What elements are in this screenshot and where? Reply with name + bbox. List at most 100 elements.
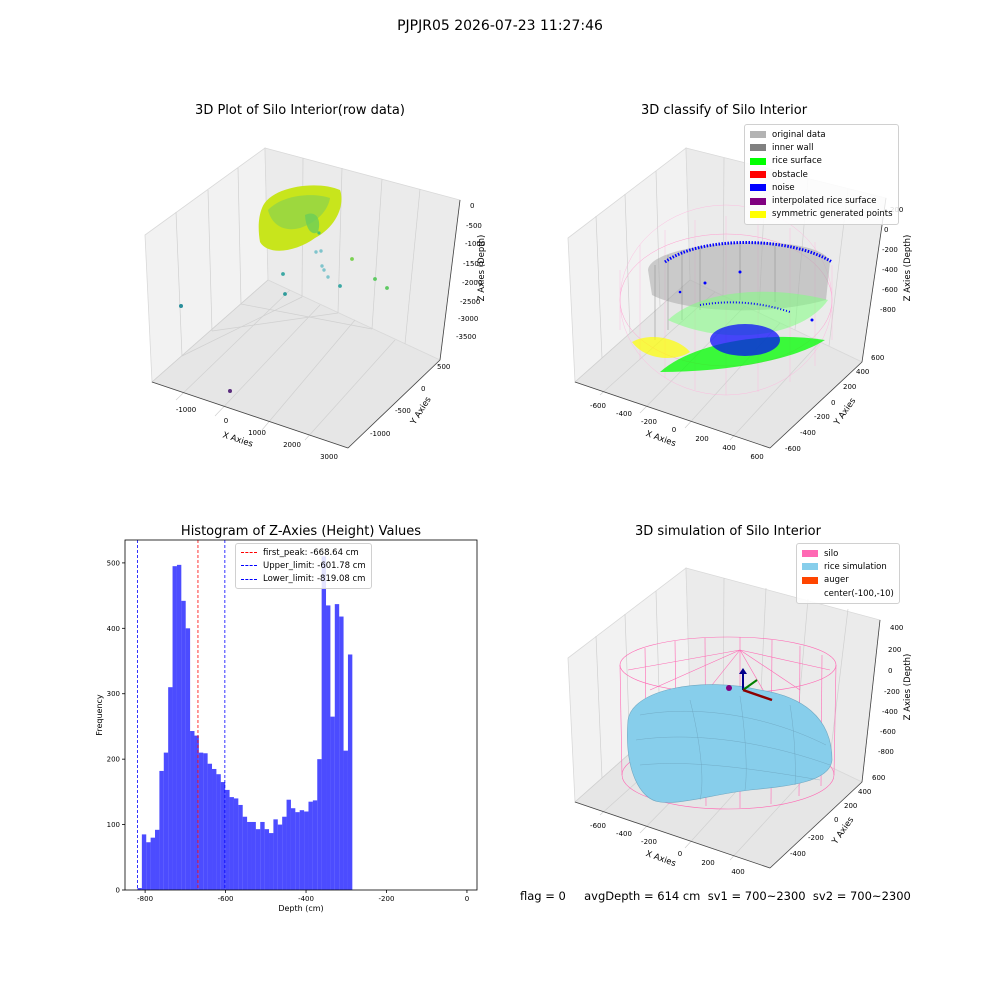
legend-swatch (802, 563, 818, 571)
legend-label: first_peak: -668.64 cm (263, 547, 359, 558)
legend-item-silo: silo (802, 547, 894, 560)
legend-swatch (241, 565, 257, 567)
simulation-ztick: -800 (878, 748, 894, 756)
legend-label: Lower_limit: -819.08 cm (263, 574, 366, 585)
histogram-ytick-label: 500 (107, 559, 120, 567)
raw-point-cloud (179, 185, 389, 393)
legend-swatch (750, 171, 766, 179)
histogram-bar (299, 810, 305, 890)
legend-label: center(-100,-10) (824, 588, 894, 599)
raw-ztick: -3000 (458, 315, 478, 323)
histogram-bar (326, 605, 331, 890)
simulation-ytick: 200 (844, 802, 857, 810)
histogram-bar (347, 654, 353, 890)
legend-label: auger (824, 575, 849, 586)
classify-xtick: 400 (722, 444, 735, 452)
classify-ztick: -200 (882, 246, 898, 254)
legend-swatch (241, 578, 257, 580)
histogram-bar (264, 829, 270, 890)
histogram-xtick-label: 0 (465, 895, 469, 903)
legend-item-rice-surface: rice surface (750, 155, 893, 168)
histogram-bar (339, 616, 344, 890)
classify-xtick: 0 (672, 426, 676, 434)
legend-swatch (750, 144, 766, 152)
histogram-bar (238, 804, 243, 890)
classify-ytick: 400 (856, 368, 869, 376)
legend-item-lower-limit: Lower_limit: -819.08 cm (241, 573, 366, 586)
histogram-bar (242, 816, 248, 890)
histogram-bar (286, 799, 291, 890)
histogram-xlabel: Depth (cm) (278, 904, 323, 913)
legend-swatch (802, 576, 818, 584)
histogram-bar (181, 600, 186, 890)
histogram-bar (308, 801, 313, 890)
histogram-xtick-label: -800 (137, 895, 153, 903)
simulation-ztick: -200 (884, 688, 900, 696)
classify-ztick: -800 (880, 306, 896, 314)
histogram-bar (251, 821, 256, 890)
classify-ztick: -600 (882, 286, 898, 294)
histogram-bar (317, 759, 322, 890)
raw-ztick: -1000 (465, 240, 485, 248)
raw-xtick: -1000 (176, 406, 196, 414)
legend-item-original-data: original data (750, 128, 893, 141)
histogram-bar (220, 782, 226, 890)
simulation-3d-plot: -600 -400 -200 0 200 400 -400 -200 0 200… (567, 567, 913, 876)
raw-ytick: 0 (421, 385, 425, 393)
legend-item-rice-simulation: rice simulation (802, 560, 894, 573)
histogram-bar (277, 824, 283, 890)
simulation-legend: silo rice simulation auger center(-100,-… (796, 543, 900, 605)
histogram-bar (330, 716, 335, 890)
legend-item-upper-limit: Upper_limit: -601.78 cm (241, 559, 366, 572)
raw-xtick: 0 (224, 417, 228, 425)
histogram-bar (273, 819, 278, 890)
histogram-bar (185, 628, 191, 890)
legend-item-noise: noise (750, 181, 893, 194)
histogram-ylabel: Frequency (95, 694, 104, 736)
histogram-bar (194, 735, 199, 890)
histogram-bar (229, 797, 234, 890)
simulation-ytick: -200 (808, 834, 824, 842)
histogram-bar (343, 750, 348, 890)
histogram-bar (203, 753, 208, 890)
simulation-xtick: 400 (731, 868, 744, 876)
legend-swatch (750, 157, 766, 165)
raw-ztick: -1500 (463, 260, 483, 268)
legend-label: interpolated rice surface (772, 196, 877, 207)
legend-label: symmetric generated points (772, 209, 893, 220)
histogram-title: Histogram of Z-Axies (Height) Values (180, 524, 422, 539)
classify-xtick: 200 (695, 435, 708, 443)
simulation-ytick: 400 (858, 788, 871, 796)
legend-item-center: center(-100,-10) (802, 587, 894, 600)
histogram-bar (295, 812, 300, 890)
legend-swatch (750, 197, 766, 205)
histogram-ytick-label: 400 (107, 625, 120, 633)
classify-point-cloud (619, 204, 833, 396)
classify-ytick: -400 (800, 429, 816, 437)
histogram-bar (176, 564, 182, 890)
histogram-xtick-label: -200 (379, 895, 395, 903)
histogram-bar (269, 833, 274, 890)
raw-zlabel: Z Axies (Depth) (477, 235, 487, 302)
simulation-xtick: -600 (590, 822, 606, 830)
legend-label: rice surface (772, 156, 822, 167)
classify-plot-title: 3D classify of Silo Interior (640, 103, 808, 118)
histogram-bar (212, 768, 217, 890)
classify-ytick: 200 (843, 383, 856, 391)
legend-swatch (750, 131, 766, 139)
histogram-ytick-label: 100 (107, 821, 120, 829)
classify-xtick: -600 (590, 402, 606, 410)
simulation-xlabel: X Axies (644, 849, 677, 869)
histogram-bar (216, 774, 221, 890)
legend-item-inner-wall: inner wall (750, 141, 893, 154)
raw-xtick: 3000 (320, 453, 338, 461)
simulation-ztick: 200 (888, 646, 901, 654)
histogram-bar (163, 752, 169, 890)
histogram-bar (260, 821, 265, 890)
legend-label: noise (772, 182, 795, 193)
histogram-bar (159, 770, 164, 890)
histogram-bar (141, 834, 147, 890)
legend-swatch (802, 550, 818, 558)
raw-ztick: 0 (470, 202, 474, 210)
legend-swatch (750, 184, 766, 192)
